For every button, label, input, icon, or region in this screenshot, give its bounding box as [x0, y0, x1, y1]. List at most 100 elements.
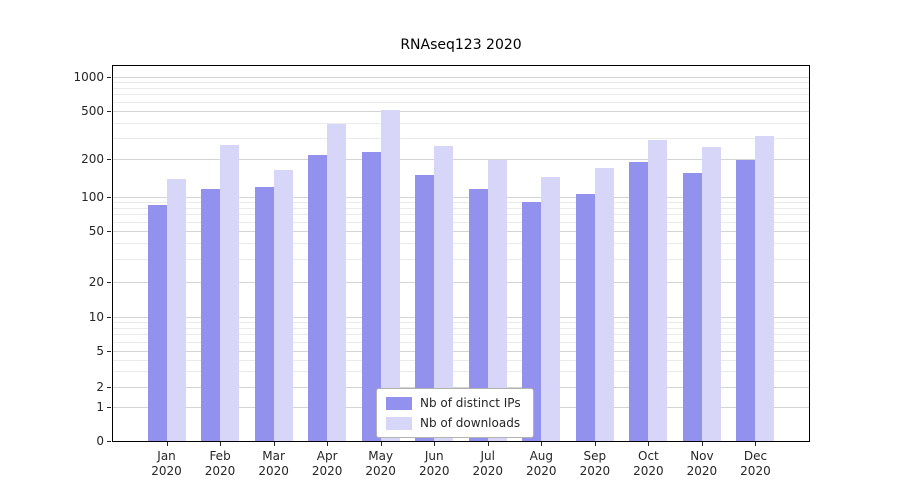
x-tick-mark-aug — [541, 442, 543, 446]
y-tick-label-10: 10 — [88, 310, 104, 324]
x-tick-label-jul: Jul 2020 — [456, 449, 520, 479]
x-tick-year: 2020 — [579, 464, 611, 478]
bar-downloads-nov — [701, 147, 721, 441]
x-tick-year: 2020 — [151, 464, 182, 478]
gridline-minor-60 — [113, 222, 809, 224]
x-tick-month: Jan — [157, 449, 176, 463]
bar-downloads-dec — [755, 136, 775, 441]
bar-distinct-ips-mar — [254, 187, 274, 441]
bar-distinct-ips-feb — [201, 189, 221, 441]
gridline-minor-80 — [113, 207, 809, 209]
y-tick-mark-500 — [107, 111, 111, 112]
gridline-minor-8 — [113, 327, 809, 329]
gridline-minor-400 — [113, 122, 809, 124]
y-tick-label-500: 500 — [81, 104, 104, 118]
bar-distinct-ips-nov — [682, 172, 702, 441]
x-tick-year: 2020 — [311, 464, 343, 478]
y-tick-mark-50 — [107, 231, 111, 232]
gridline-minor-7 — [113, 334, 809, 336]
gridline-minor-9 — [113, 322, 809, 324]
legend-item-distinct-ips: Nb of distinct IPs — [386, 396, 521, 410]
x-tick-month: Jul — [480, 449, 495, 463]
gridline-1000 — [113, 77, 809, 78]
legend-item-downloads: Nb of downloads — [386, 416, 521, 430]
legend-label-distinct-ips: Nb of distinct IPs — [420, 396, 521, 410]
y-tick-mark-0 — [107, 441, 111, 442]
x-tick-label-oct: Oct 2020 — [616, 449, 680, 479]
y-tick-mark-100 — [107, 197, 111, 198]
bar-downloads-sep — [594, 167, 614, 441]
x-tick-label-jun: Jun 2020 — [402, 449, 466, 479]
bar-distinct-ips-jan — [147, 204, 167, 441]
gridline-minor-3 — [113, 371, 809, 373]
x-tick-year: 2020 — [365, 464, 396, 478]
gridline-500 — [113, 111, 809, 112]
gridline-5 — [113, 351, 809, 352]
bar-distinct-ips-dec — [736, 160, 756, 441]
bar-downloads-feb — [220, 145, 240, 441]
gridline-minor-90 — [113, 202, 809, 204]
bar-distinct-ips-oct — [629, 161, 649, 441]
y-tick-mark-5 — [107, 351, 111, 352]
gridline-50 — [113, 231, 809, 232]
gridline-minor-700 — [113, 94, 809, 96]
x-tick-label-dec: Dec 2020 — [723, 449, 787, 479]
bar-distinct-ips-aug — [522, 202, 542, 441]
x-tick-mark-may — [380, 442, 382, 446]
y-tick-label-20: 20 — [88, 275, 104, 289]
x-tick-year: 2020 — [526, 464, 557, 478]
y-tick-mark-2 — [107, 387, 111, 388]
gridline-minor-70 — [113, 214, 809, 216]
x-tick-year: 2020 — [472, 464, 504, 478]
x-tick-label-jan: Jan 2020 — [135, 449, 199, 479]
x-tick-mark-mar — [273, 442, 275, 446]
legend-swatch-downloads — [386, 416, 412, 430]
x-tick-mark-jan — [166, 442, 168, 446]
x-tick-label-apr: Apr 2020 — [295, 449, 359, 479]
x-tick-month: Jun — [424, 449, 444, 463]
y-tick-mark-200 — [107, 159, 111, 160]
x-tick-label-may: May 2020 — [349, 449, 413, 479]
bar-distinct-ips-apr — [308, 155, 328, 441]
y-tick-label-100: 100 — [81, 190, 104, 204]
x-tick-mark-oct — [648, 442, 650, 446]
gridline-minor-600 — [113, 102, 809, 104]
bar-downloads-jul — [487, 160, 507, 441]
x-tick-month: Oct — [638, 449, 659, 463]
bar-distinct-ips-jun — [415, 174, 435, 441]
bar-downloads-apr — [327, 124, 347, 441]
y-tick-mark-20 — [107, 282, 111, 283]
bar-downloads-jun — [434, 146, 454, 441]
x-tick-mark-jun — [434, 442, 436, 446]
y-tick-label-50: 50 — [88, 224, 104, 238]
legend-label-downloads: Nb of downloads — [420, 416, 521, 430]
x-tick-month: Aug — [529, 449, 554, 463]
gridline-2 — [113, 387, 809, 388]
x-tick-label-mar: Mar 2020 — [242, 449, 306, 479]
gridline-minor-800 — [113, 87, 809, 89]
x-tick-label-aug: Aug 2020 — [509, 449, 573, 479]
gridline-minor-6 — [113, 342, 809, 344]
gridline-minor-4 — [113, 359, 809, 361]
x-tick-year: 2020 — [204, 464, 236, 478]
x-tick-month: Apr — [316, 449, 338, 463]
x-tick-month: Dec — [743, 449, 768, 463]
x-tick-month: Mar — [262, 449, 285, 463]
gridline-minor-900 — [113, 82, 809, 84]
bar-downloads-mar — [273, 169, 293, 441]
bar-downloads-aug — [541, 176, 561, 441]
bar-downloads-may — [380, 110, 400, 441]
bar-distinct-ips-jul — [468, 189, 488, 441]
chart-title: RNAseq123 2020 — [400, 37, 522, 53]
gridline-minor-40 — [113, 243, 809, 245]
bar-distinct-ips-sep — [575, 194, 595, 441]
y-tick-label-5: 5 — [96, 344, 104, 358]
x-tick-mark-jul — [487, 442, 489, 446]
gridline-20 — [113, 282, 809, 283]
x-tick-mark-nov — [701, 442, 703, 446]
x-tick-label-nov: Nov 2020 — [670, 449, 734, 479]
y-tick-label-1: 1 — [96, 400, 104, 414]
legend-swatch-distinct-ips — [386, 396, 412, 410]
x-tick-month: Feb — [209, 449, 231, 463]
y-tick-mark-1 — [107, 407, 111, 408]
